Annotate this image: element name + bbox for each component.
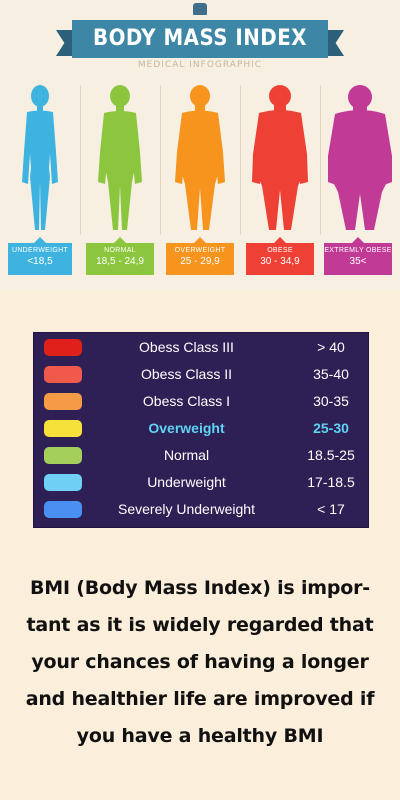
description-line: tant as it is widely regarded that [26, 614, 374, 636]
color-swatch [44, 447, 82, 464]
table-row: Severely Underweight < 17 [34, 496, 368, 523]
color-swatch [44, 366, 82, 383]
color-swatch [44, 420, 82, 437]
figure-divider [240, 85, 241, 235]
category-label-underweight: UNDERWEIGHT <18,5 [8, 237, 72, 275]
table-row: Obess Class I 30-35 [34, 388, 368, 415]
category-name: NORMAL [104, 247, 136, 254]
category-label-obese: OBESE 30 - 34,9 [246, 237, 314, 275]
class-range: 30-35 [313, 393, 349, 409]
description-line: and healthier life are improved if [25, 688, 375, 710]
class-label: Overweight [148, 420, 225, 436]
description-line: you have a healthy BMI [76, 725, 324, 747]
infographic-title: BODY MASS INDEX [72, 20, 328, 58]
color-swatch [44, 501, 82, 518]
class-label: Underweight [147, 474, 226, 490]
figure-divider [160, 85, 161, 235]
color-swatch [44, 339, 82, 356]
class-label: Obess Class III [139, 339, 234, 355]
bmi-category-labels: UNDERWEIGHT <18,5 NORMAL 18,5 - 24,9 OVE… [0, 237, 400, 275]
category-name: OVERWEIGHT [174, 247, 226, 254]
color-swatch [44, 474, 82, 491]
extremely-obese-figure-icon [320, 82, 400, 232]
table-row: Obess Class II 35-40 [34, 361, 368, 388]
bmi-description: BMI (Body Mass Index) is impor- tant as … [8, 570, 392, 755]
category-range: 30 - 34,9 [260, 256, 300, 267]
category-range: 35< [349, 256, 367, 267]
category-label-overweight: OVERWEIGHT 25 - 29,9 [166, 237, 234, 275]
overweight-figure-icon [160, 82, 240, 232]
class-range: 17-18.5 [307, 474, 355, 490]
body-figures [0, 82, 400, 232]
color-swatch [44, 393, 82, 410]
bmi-classification-table: Obess Class III > 40 Obess Class II 35-4… [33, 332, 369, 528]
class-range: > 40 [317, 339, 345, 355]
category-label-extremely-obese: EXTREMLY OBESE 35< [324, 237, 392, 275]
normal-figure-icon [80, 82, 160, 232]
class-range: 35-40 [313, 366, 349, 382]
figure-divider [320, 85, 321, 235]
table-row: Underweight 17-18.5 [34, 469, 368, 496]
class-label: Normal [163, 447, 210, 463]
category-name: OBESE [267, 247, 293, 254]
description-line: your chances of having a longer [31, 651, 369, 673]
bmi-infographic: BODY MASS INDEX MEDICAL INFOGRAPHIC [0, 0, 400, 290]
class-label: Obess Class I [142, 393, 231, 409]
underweight-figure-icon [0, 82, 80, 232]
table-row: Normal 18.5-25 [34, 442, 368, 469]
category-label-normal: NORMAL 18,5 - 24,9 [86, 237, 154, 275]
class-range: < 17 [317, 501, 345, 517]
description-line: BMI (Body Mass Index) is impor- [30, 577, 370, 599]
category-range: <18,5 [27, 256, 53, 267]
class-label: Severely Underweight [118, 501, 255, 517]
category-range: 18,5 - 24,9 [96, 256, 144, 267]
obese-figure-icon [240, 82, 320, 232]
weight-icon [193, 3, 207, 15]
category-range: 25 - 29,9 [180, 256, 220, 267]
table-row: Obess Class III > 40 [34, 334, 368, 361]
table-row-highlighted: Overweight 25-30 [34, 415, 368, 442]
infographic-subtitle: MEDICAL INFOGRAPHIC [137, 60, 263, 70]
class-range: 25-30 [313, 420, 349, 436]
category-name: UNDERWEIGHT [11, 247, 69, 254]
class-label: Obess Class II [140, 366, 233, 382]
class-range: 18.5-25 [307, 447, 355, 463]
figure-divider [80, 85, 81, 235]
category-name: EXTREMLY OBESE [324, 247, 392, 254]
